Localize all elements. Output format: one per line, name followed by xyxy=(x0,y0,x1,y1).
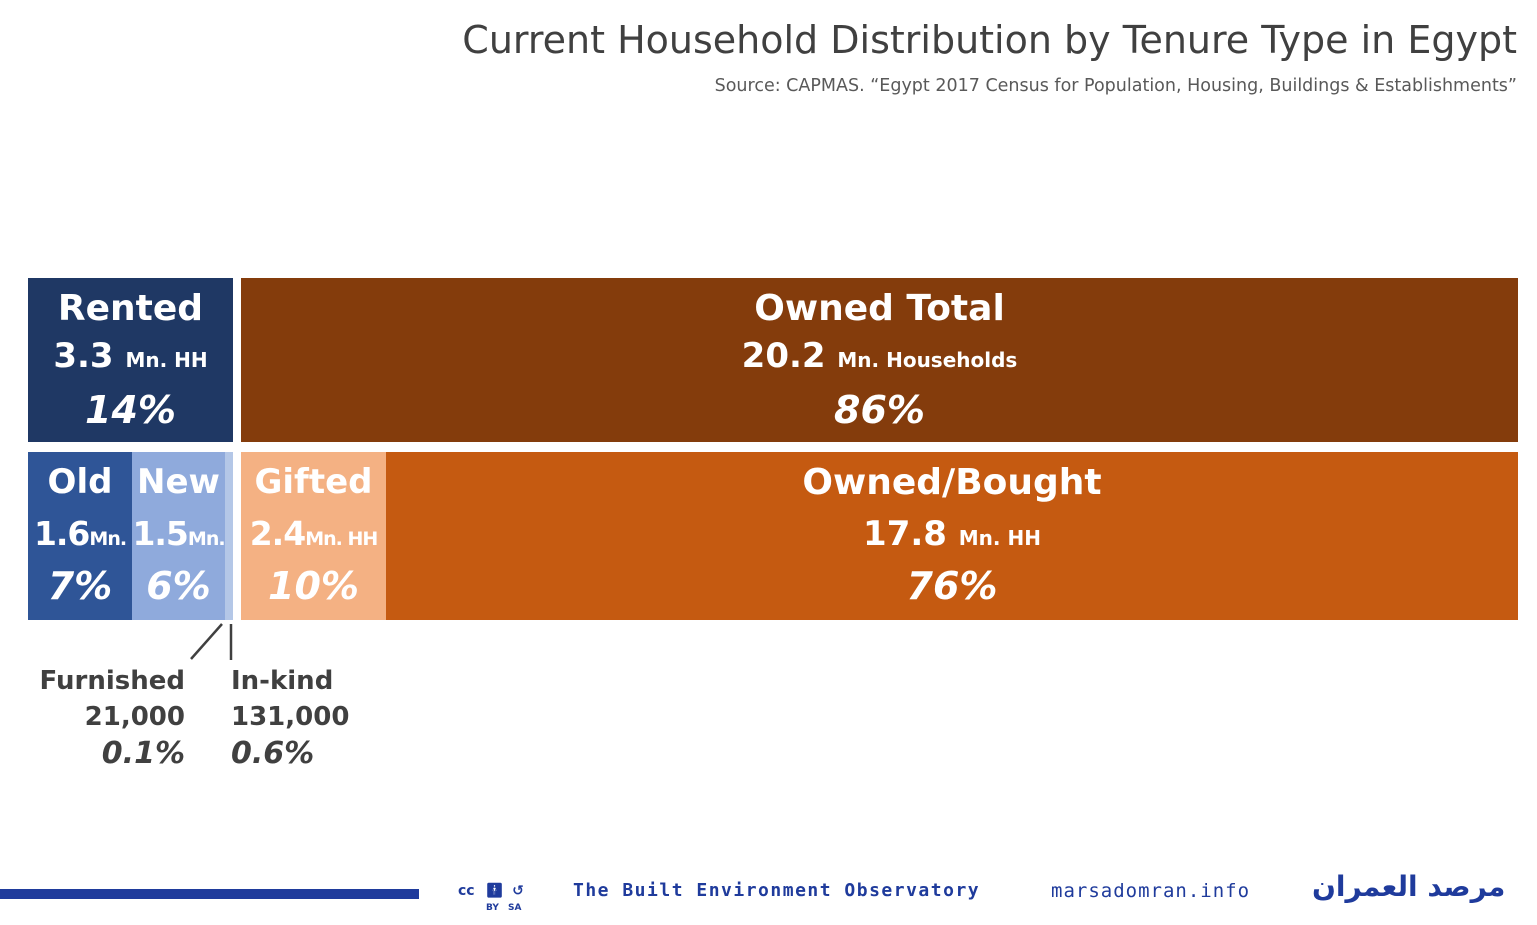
chart-title: Current Household Distribution by Tenure… xyxy=(462,18,1517,62)
old-block: Old 1.6Mn. 7% xyxy=(28,452,132,620)
chart-source: Source: CAPMAS. “Egypt 2017 Census for P… xyxy=(714,76,1517,96)
rented-label: Rented xyxy=(57,288,204,329)
arabic-logo-text: مرصد العمران xyxy=(1312,870,1506,903)
rented-share: 14% xyxy=(85,388,176,432)
old-share: 7% xyxy=(47,564,113,608)
rented-value: 3.3 Mn. HH xyxy=(53,336,208,376)
inkind-callout: In-kind 131,000 0.6% xyxy=(231,666,349,771)
inkind-share: 0.6% xyxy=(231,736,315,771)
owned-total-value: 20.2 Mn. Households xyxy=(741,336,1018,376)
footer-accent-bar xyxy=(0,889,419,899)
furnished-value: 21,000 xyxy=(84,702,185,732)
new-value: 1.5Mn. xyxy=(132,514,225,553)
cc-sa-label: SA xyxy=(508,903,522,913)
owned-total-block: Owned Total 20.2 Mn. Households 86% xyxy=(241,278,1518,442)
owned-bought-block: Owned/Bought 17.8 Mn. HH 76% xyxy=(386,452,1518,620)
owned-total-label: Owned Total xyxy=(754,288,1005,329)
furnished-share: 0.1% xyxy=(101,736,185,771)
by-person-icon: 🚹︎ xyxy=(485,883,504,899)
new-block: New 1.5Mn. 6% xyxy=(132,452,226,620)
cc-by-label: BY xyxy=(486,903,499,913)
inkind-label: In-kind xyxy=(231,666,334,696)
sa-icon: ↺ xyxy=(512,883,524,899)
org-name: The Built Environment Observatory xyxy=(573,880,981,901)
furnished-leader-line xyxy=(190,623,223,660)
gifted-label: Gifted xyxy=(254,462,373,502)
cc-license-icon[interactable]: cc 🚹︎ ↺ BY SA xyxy=(458,883,524,913)
website-link[interactable]: marsadomran.info xyxy=(1051,880,1251,902)
owned-bought-value: 17.8 Mn. HH xyxy=(863,514,1041,554)
new-share: 6% xyxy=(146,564,211,608)
rented-block: Rented 3.3 Mn. HH 14% xyxy=(28,278,233,442)
gifted-block: Gifted 2.4Mn. HH 10% xyxy=(241,452,386,620)
furnished-callout: Furnished 21,000 0.1% xyxy=(40,666,185,771)
owned-total-share: 86% xyxy=(834,388,925,432)
new-label: New xyxy=(137,462,220,502)
owned-bought-share: 76% xyxy=(906,564,998,608)
cc-text: cc xyxy=(458,883,475,899)
furnished-label: Furnished xyxy=(39,666,185,696)
inkind-value: 131,000 xyxy=(231,702,350,732)
old-value: 1.6Mn. xyxy=(33,514,127,553)
gifted-share: 10% xyxy=(268,564,359,608)
owned-bought-label: Owned/Bought xyxy=(802,462,1102,503)
inkind-strip xyxy=(225,452,233,620)
old-label: Old xyxy=(47,462,113,502)
gifted-value: 2.4Mn. HH xyxy=(249,514,379,553)
